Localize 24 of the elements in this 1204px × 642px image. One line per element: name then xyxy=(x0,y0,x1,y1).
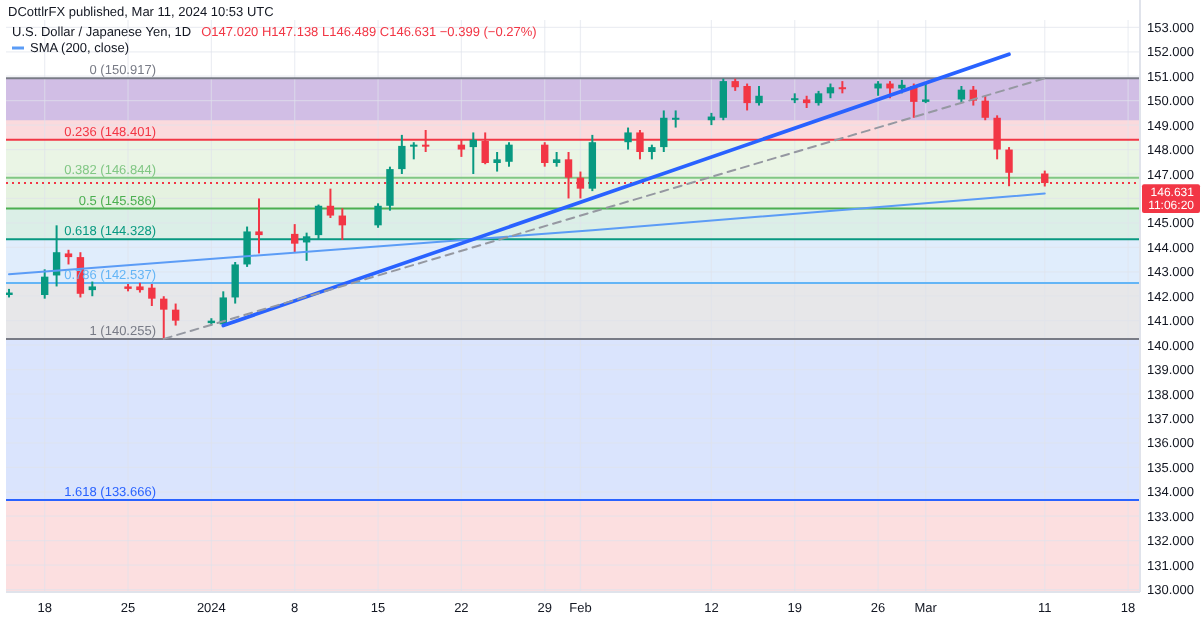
candlestick xyxy=(922,82,930,105)
candlestick xyxy=(743,82,751,112)
candlestick xyxy=(326,187,335,219)
candlestick xyxy=(374,202,382,229)
candlestick xyxy=(255,197,263,255)
candlestick xyxy=(588,133,597,193)
candlestick xyxy=(231,261,239,305)
candlestick xyxy=(755,85,763,107)
candlestick xyxy=(386,165,394,212)
candlestick xyxy=(981,94,989,122)
candlestick xyxy=(671,109,680,129)
candlestick xyxy=(171,302,180,327)
candlestick xyxy=(1005,146,1013,188)
candlestick xyxy=(148,283,156,307)
candlestick xyxy=(160,295,168,340)
candlestick xyxy=(624,126,632,151)
candlestick xyxy=(493,151,501,173)
candlestick xyxy=(291,223,299,254)
candlestick xyxy=(660,109,668,153)
candlestick xyxy=(469,131,477,175)
candlestick xyxy=(41,268,49,300)
candlestick xyxy=(505,141,513,168)
candlestick xyxy=(719,77,727,122)
candlestick xyxy=(398,133,406,175)
